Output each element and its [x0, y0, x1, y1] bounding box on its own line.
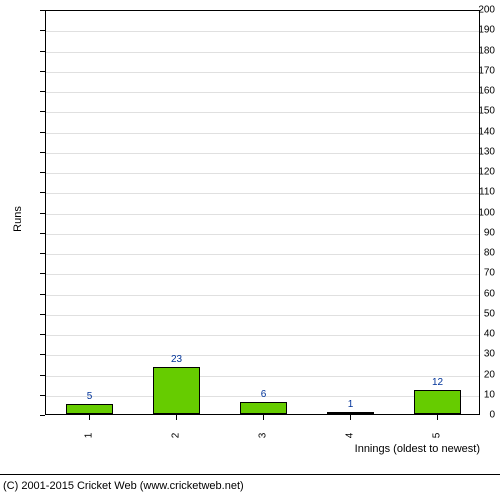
bar [240, 402, 288, 414]
xtick-label: 2 [170, 433, 181, 439]
bar-value-label: 5 [87, 391, 93, 402]
gridline [46, 133, 479, 134]
gridline [46, 214, 479, 215]
bar [66, 404, 114, 414]
gridline [46, 72, 479, 73]
xtick-label: 5 [431, 433, 442, 439]
ytick-label: 140 [455, 126, 500, 137]
ytick-mark [40, 111, 45, 112]
ytick-label: 30 [455, 349, 500, 360]
gridline [46, 315, 479, 316]
ytick-label: 10 [455, 389, 500, 400]
gridline [46, 335, 479, 336]
ytick-mark [40, 30, 45, 31]
ytick-mark [40, 172, 45, 173]
gridline [46, 274, 479, 275]
copyright-footer: (C) 2001-2015 Cricket Web (www.cricketwe… [0, 474, 500, 500]
ytick-label: 80 [455, 248, 500, 259]
ytick-mark [40, 354, 45, 355]
xtick-mark [89, 415, 90, 420]
xtick-label: 4 [344, 433, 355, 439]
gridline [46, 52, 479, 53]
ytick-label: 180 [455, 45, 500, 56]
xtick-label: 3 [257, 433, 268, 439]
runs-bar-chart: 5236112 Runs Innings (oldest to newest) … [0, 0, 500, 470]
ytick-label: 190 [455, 25, 500, 36]
ytick-mark [40, 132, 45, 133]
gridline [46, 254, 479, 255]
bar-value-label: 23 [171, 354, 182, 365]
xtick-mark [350, 415, 351, 420]
xtick-mark [437, 415, 438, 420]
ytick-label: 40 [455, 329, 500, 340]
ytick-label: 120 [455, 167, 500, 178]
x-axis-title: Innings (oldest to newest) [355, 443, 480, 455]
gridline [46, 173, 479, 174]
ytick-mark [40, 51, 45, 52]
bar-value-label: 12 [432, 377, 443, 388]
bar-value-label: 1 [348, 399, 354, 410]
y-axis-title: Runs [12, 206, 24, 232]
ytick-label: 0 [455, 410, 500, 421]
xtick-mark [176, 415, 177, 420]
ytick-label: 200 [455, 5, 500, 16]
ytick-label: 60 [455, 288, 500, 299]
gridline [46, 234, 479, 235]
ytick-label: 100 [455, 207, 500, 218]
gridline [46, 355, 479, 356]
ytick-mark [40, 71, 45, 72]
ytick-label: 50 [455, 308, 500, 319]
copyright-text: (C) 2001-2015 Cricket Web (www.cricketwe… [3, 480, 244, 492]
ytick-mark [40, 294, 45, 295]
ytick-mark [40, 152, 45, 153]
ytick-label: 90 [455, 227, 500, 238]
xtick-mark [263, 415, 264, 420]
gridline [46, 112, 479, 113]
ytick-label: 20 [455, 369, 500, 380]
ytick-mark [40, 213, 45, 214]
gridline [46, 193, 479, 194]
ytick-mark [40, 273, 45, 274]
ytick-mark [40, 334, 45, 335]
ytick-mark [40, 395, 45, 396]
bar-value-label: 6 [261, 389, 267, 400]
gridline [46, 376, 479, 377]
ytick-label: 110 [455, 187, 500, 198]
ytick-mark [40, 91, 45, 92]
gridline [46, 92, 479, 93]
ytick-label: 150 [455, 106, 500, 117]
gridline [46, 295, 479, 296]
ytick-label: 160 [455, 86, 500, 97]
ytick-label: 130 [455, 146, 500, 157]
ytick-mark [40, 192, 45, 193]
ytick-label: 170 [455, 65, 500, 76]
gridline [46, 31, 479, 32]
bar [153, 367, 201, 414]
plot-area: 5 23 6 1 12 [45, 10, 480, 415]
xtick-label: 1 [83, 433, 94, 439]
ytick-mark [40, 233, 45, 234]
ytick-label: 70 [455, 268, 500, 279]
gridline [46, 153, 479, 154]
ytick-mark [40, 253, 45, 254]
ytick-mark [40, 314, 45, 315]
ytick-mark [40, 375, 45, 376]
ytick-mark [40, 10, 45, 11]
bar [327, 412, 375, 414]
ytick-mark [40, 415, 45, 416]
